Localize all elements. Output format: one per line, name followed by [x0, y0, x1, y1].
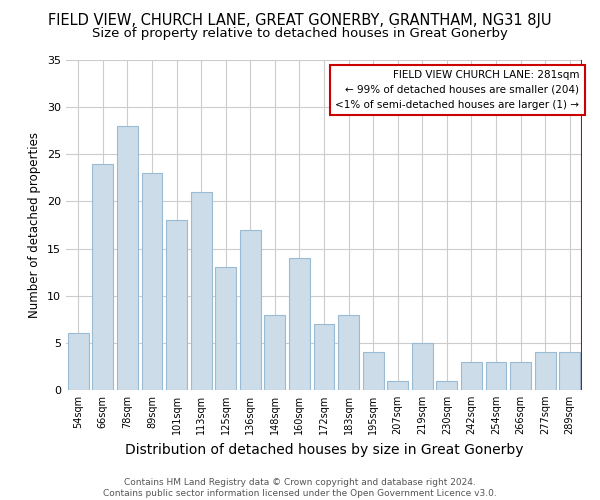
X-axis label: Distribution of detached houses by size in Great Gonerby: Distribution of detached houses by size … — [125, 442, 523, 456]
Bar — [289, 258, 310, 390]
Bar — [338, 314, 359, 390]
Bar — [215, 268, 236, 390]
Bar — [265, 314, 286, 390]
Bar — [314, 324, 334, 390]
Text: Size of property relative to detached houses in Great Gonerby: Size of property relative to detached ho… — [92, 28, 508, 40]
Bar — [559, 352, 580, 390]
Text: FIELD VIEW, CHURCH LANE, GREAT GONERBY, GRANTHAM, NG31 8JU: FIELD VIEW, CHURCH LANE, GREAT GONERBY, … — [48, 12, 552, 28]
Bar — [117, 126, 138, 390]
Bar — [387, 380, 408, 390]
Bar — [362, 352, 383, 390]
Bar — [240, 230, 261, 390]
Text: Contains HM Land Registry data © Crown copyright and database right 2024.
Contai: Contains HM Land Registry data © Crown c… — [103, 478, 497, 498]
Bar — [436, 380, 457, 390]
Bar — [461, 362, 482, 390]
Bar — [68, 334, 89, 390]
Bar — [510, 362, 531, 390]
Text: FIELD VIEW CHURCH LANE: 281sqm
← 99% of detached houses are smaller (204)
<1% of: FIELD VIEW CHURCH LANE: 281sqm ← 99% of … — [335, 70, 580, 110]
Bar — [142, 173, 163, 390]
Y-axis label: Number of detached properties: Number of detached properties — [28, 132, 41, 318]
Bar — [412, 343, 433, 390]
Bar — [485, 362, 506, 390]
Bar — [166, 220, 187, 390]
Bar — [191, 192, 212, 390]
Bar — [535, 352, 556, 390]
Bar — [92, 164, 113, 390]
